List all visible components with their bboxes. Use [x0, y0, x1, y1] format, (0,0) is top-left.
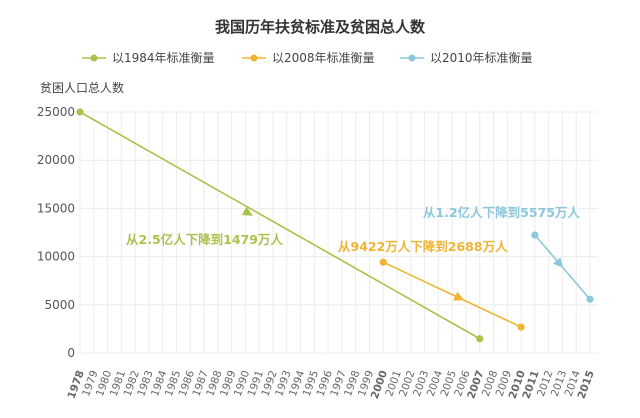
legend: 以1984年标准衡量 以2008年标准衡量 以2010年标准衡量 — [82, 51, 533, 65]
legend-marker-series-2 — [250, 54, 258, 62]
data-point-series-1-2007 — [476, 335, 484, 343]
legend-item-series-3: 以2010年标准衡量 — [400, 51, 533, 65]
data-point-series-1-1978 — [76, 108, 84, 116]
y-tick-label-0: 0 — [67, 346, 75, 360]
legend-label-series-2: 以2008年标准衡量 — [272, 51, 375, 65]
data-point-series-2-2000 — [379, 258, 387, 266]
y-tick-label-4: 20000 — [37, 153, 75, 167]
annotation-series-1: 从2.5亿人下降到1479万人 — [126, 232, 283, 247]
legend-label-series-3: 以2010年标准衡量 — [430, 51, 533, 65]
data-point-series-3-2011 — [531, 231, 539, 239]
chart-title: 我国历年扶贫标准及贫困总人数 — [215, 18, 426, 36]
series-points — [76, 108, 594, 343]
y-axis-label: 贫困人口总人数 — [40, 80, 124, 95]
grid — [79, 110, 598, 354]
legend-item-series-2: 以2008年标准衡量 — [242, 51, 375, 65]
legend-marker-series-3 — [408, 54, 416, 62]
x-tick-labels: 1978197919801981198219831984198519861987… — [66, 369, 597, 401]
data-point-series-3-2015 — [586, 295, 594, 303]
annotation-series-3: 从1.2亿人下降到5575万人 — [423, 205, 580, 220]
y-tick-labels: 0 5000 10000 15000 20000 25000 — [37, 105, 75, 360]
legend-label-series-1: 以1984年标准衡量 — [112, 51, 215, 65]
trend-arrow-series-3 — [544, 246, 564, 268]
series-line-1 — [79, 111, 481, 340]
trend-arrow-series-2 — [451, 291, 465, 301]
data-point-series-2-2010 — [517, 323, 525, 331]
y-tick-label-2: 10000 — [37, 250, 75, 264]
legend-marker-series-1 — [90, 54, 98, 62]
y-tick-label-5: 25000 — [37, 105, 75, 119]
y-tick-label-1: 5000 — [44, 298, 75, 312]
annotation-series-2: 从9422万人下降到2688万人 — [338, 239, 508, 254]
y-tick-label-3: 15000 — [37, 201, 75, 215]
trend-arrows — [241, 206, 564, 301]
trend-arrow-series-1 — [241, 206, 253, 216]
legend-item-series-1: 以1984年标准衡量 — [82, 51, 215, 65]
